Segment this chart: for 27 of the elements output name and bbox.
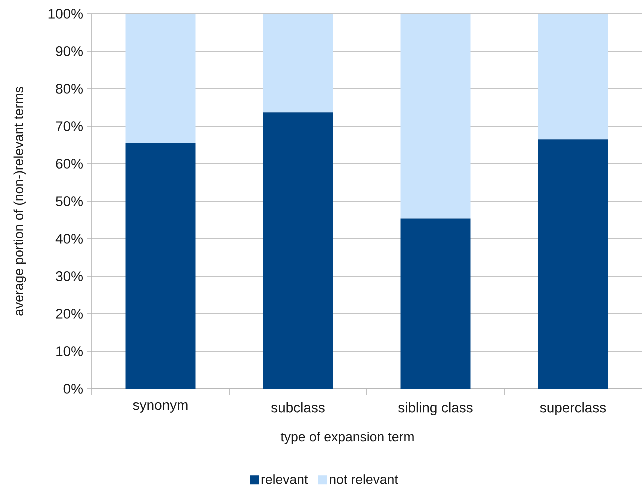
bar	[538, 14, 608, 140]
y-tick-label: 60%	[56, 159, 83, 169]
y-tick-label: 0%	[64, 384, 83, 394]
bar	[263, 14, 334, 113]
legend-label: not relevant	[330, 474, 398, 484]
x-tick-label: sibling class	[398, 402, 473, 416]
bar	[263, 112, 334, 389]
y-tick-label: 40%	[56, 234, 83, 244]
y-tick-label: 20%	[56, 309, 83, 319]
y-tick-label: 100%	[48, 9, 83, 19]
y-tick-label: 70%	[56, 122, 83, 132]
x-tick-label: superclass	[540, 402, 606, 416]
bar	[400, 218, 471, 389]
y-tick-label: 10%	[56, 346, 83, 356]
y-tick-label: 50%	[56, 196, 83, 206]
bar	[126, 143, 196, 389]
legend-label: relevant	[262, 474, 308, 484]
y-tick-label: 80%	[56, 84, 83, 94]
y-axis-title: average portion of (non-)relevant terms	[14, 87, 26, 316]
bar	[400, 14, 471, 219]
x-tick-label: subclass	[272, 402, 325, 413]
y-tick-label: 90%	[56, 46, 83, 56]
x-axis-title: type of expansion term	[280, 432, 414, 444]
bar	[126, 14, 196, 144]
y-tick-label: 30%	[56, 272, 83, 282]
x-tick-label: synonym	[133, 402, 188, 413]
bar	[538, 140, 608, 389]
